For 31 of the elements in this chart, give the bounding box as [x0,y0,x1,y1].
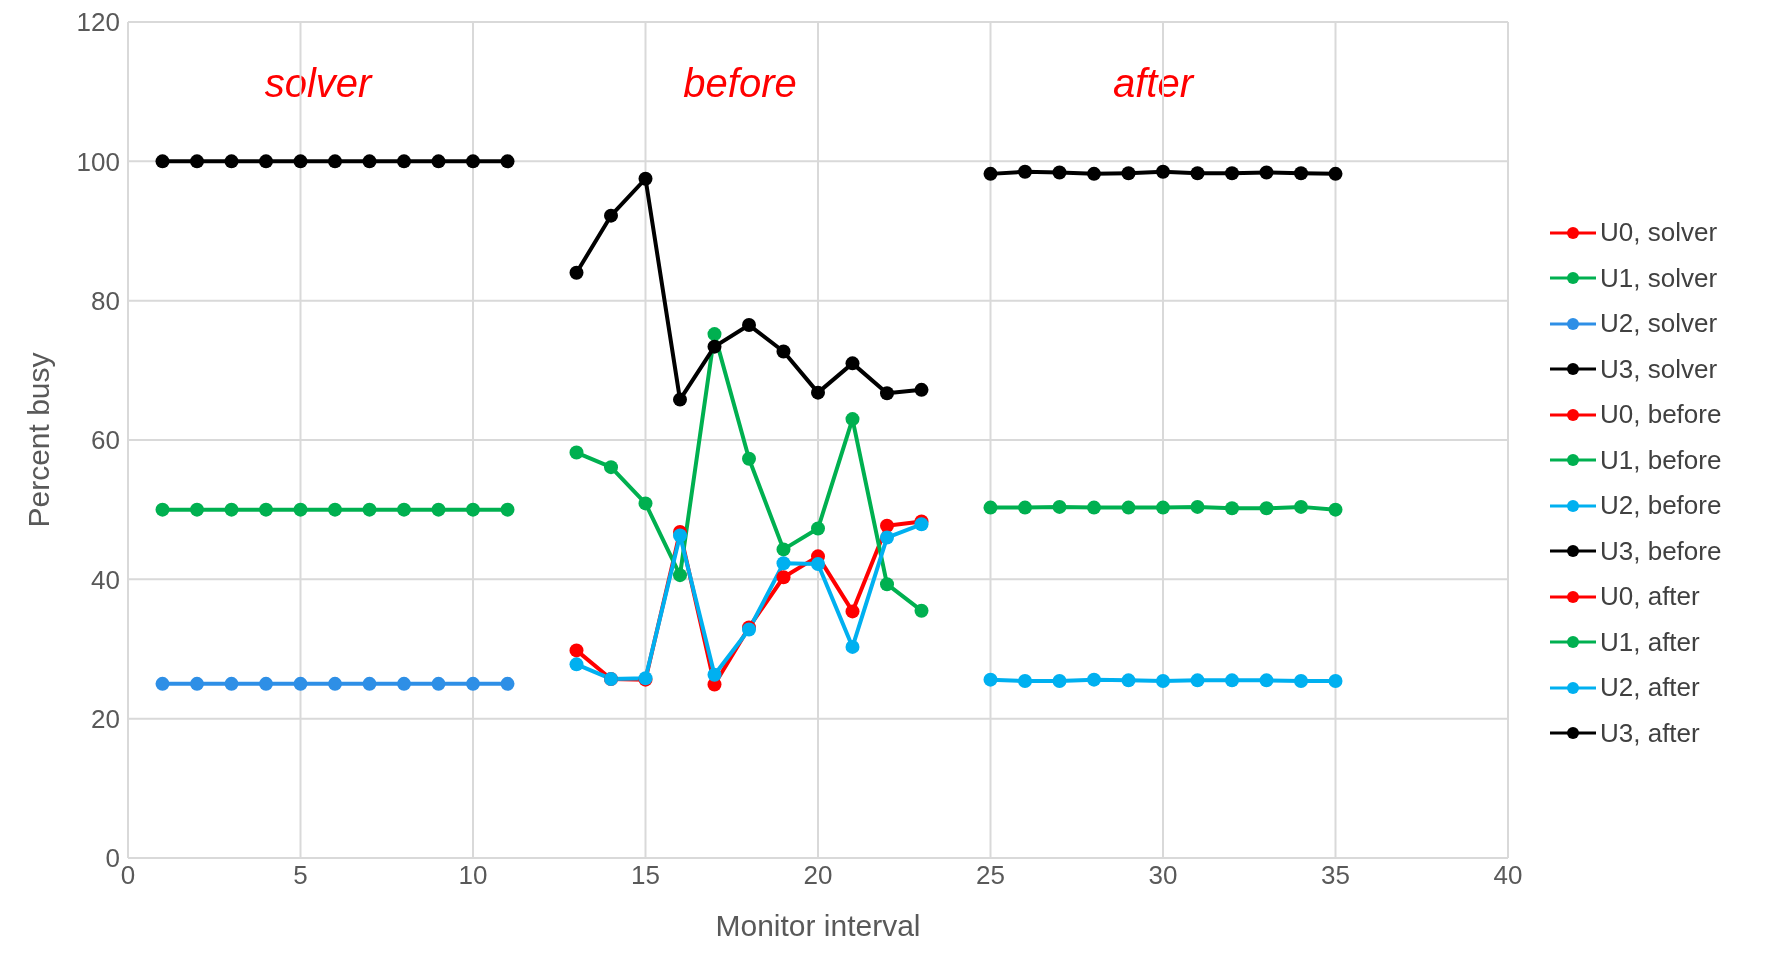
legend-label: U2, solver [1600,308,1718,340]
legend-label: U1, after [1600,626,1700,658]
y-tick-label: 60 [91,425,120,456]
y-tick-label: 100 [76,146,120,177]
legend-label: U2, before [1600,490,1722,522]
x-axis-title: Monitor interval [715,909,921,942]
legend-label: U0, after [1600,581,1700,613]
x-tick-label: 25 [976,860,1005,891]
x-tick-label: 15 [631,860,660,891]
annotation: solver [263,60,374,106]
legend-label: U0, solver [1600,217,1718,249]
y-tick-label: 40 [91,564,120,595]
legend-label: U3, solver [1600,353,1718,385]
legend-label: U0, before [1600,399,1722,431]
legend-label: U3, after [1600,717,1700,749]
legend-label: U3, before [1600,535,1722,567]
x-tick-label: 5 [293,860,308,891]
y-tick-label: 80 [91,285,120,316]
legend-label: U1, solver [1600,262,1718,294]
annotation: before [682,60,798,106]
y-axis-title: Percent busy [21,352,55,528]
annotation: after [1111,60,1196,106]
legend-label: U2, after [1600,672,1700,704]
y-tick-label: 120 [76,7,120,38]
x-tick-label: 20 [803,860,833,891]
x-tick-label: 10 [458,860,488,891]
x-tick-label: 40 [1493,860,1523,891]
y-tick-label: 20 [91,703,120,734]
legend-label: U1, before [1600,444,1722,476]
x-tick-label: 35 [1321,860,1350,891]
x-tick-label: 30 [1148,860,1178,891]
